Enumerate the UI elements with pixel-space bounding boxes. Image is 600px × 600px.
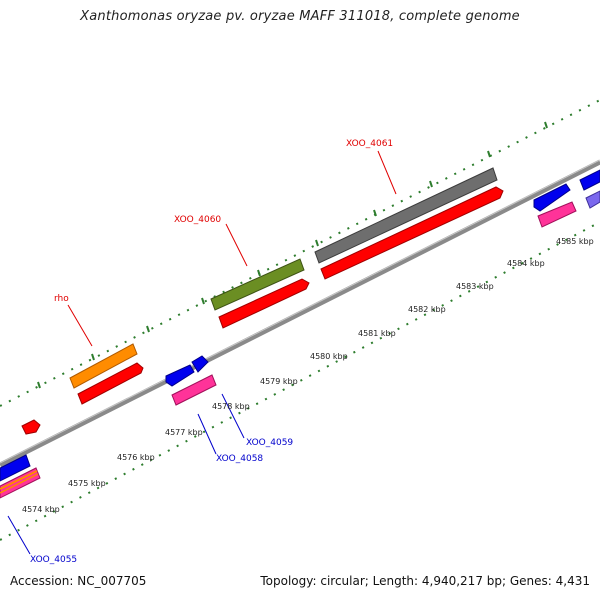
gene-label-XOO_4059[interactable]: XOO_4059 xyxy=(246,438,293,448)
gene-label-XOO_4060[interactable]: XOO_4060 xyxy=(174,215,221,225)
scale-tick-label: 4580 kbp xyxy=(310,352,348,361)
scale-tick-label: 4579 kbp xyxy=(260,377,298,386)
outer-major-ticks xyxy=(37,121,548,389)
gene-label-XOO_4061[interactable]: XOO_4061 xyxy=(346,139,393,149)
label-connectors-red xyxy=(67,150,397,347)
gene-4578-pink xyxy=(171,374,217,406)
gene-4585-pink xyxy=(537,201,577,228)
scale-tick-label: 4585 kbp xyxy=(556,237,594,246)
gene-XOO_4060-cds xyxy=(218,278,310,329)
scale-tick-label: 4582 kbp xyxy=(408,305,446,314)
genome-backbone xyxy=(0,159,600,468)
scale-tick-label: 4574 kbp xyxy=(22,505,60,514)
genome-stats-label: Topology: circular; Length: 4,940,217 bp… xyxy=(260,574,590,588)
gene-edge-purple xyxy=(585,190,600,209)
scale-tick-label: 4581 kbp xyxy=(358,329,396,338)
gene-XOO_4061 xyxy=(314,167,498,264)
scale-tick-label: 4577 kbp xyxy=(165,428,203,437)
gene-XOO_4055 xyxy=(0,467,41,499)
gene-4585-blue xyxy=(533,183,571,212)
gene-label-XOO_4055[interactable]: XOO_4055 xyxy=(30,555,77,565)
gene-XOO_4061-cds xyxy=(320,186,504,280)
gene-XOO_4059 xyxy=(191,355,209,373)
scale-tick-label: 4576 kbp xyxy=(117,453,155,462)
label-connectors-blue xyxy=(7,393,245,555)
scale-tick-label: 4578 kbp xyxy=(212,402,250,411)
gene-edge-blue xyxy=(579,169,600,191)
gene-rho-cds xyxy=(77,362,144,405)
scale-tick-label: 4575 kbp xyxy=(68,479,106,488)
gene-label-rho[interactable]: rho xyxy=(54,294,69,304)
gene-4575-red xyxy=(21,419,41,435)
gene-XOO_4058 xyxy=(165,364,195,387)
gene-4574-blue xyxy=(0,454,31,482)
map-title: Xanthomonas oryzae pv. oryzae MAFF 31101… xyxy=(80,9,520,24)
outer-tick-ring xyxy=(0,99,600,407)
gene-rho xyxy=(69,343,138,389)
scale-tick-label: 4584 kbp xyxy=(507,259,545,268)
gene-XOO_4060 xyxy=(210,258,305,311)
scale-tick-label: 4583 kbp xyxy=(456,282,494,291)
accession-label: Accession: NC_007705 xyxy=(10,574,147,588)
gene-label-XOO_4058[interactable]: XOO_4058 xyxy=(216,454,263,464)
